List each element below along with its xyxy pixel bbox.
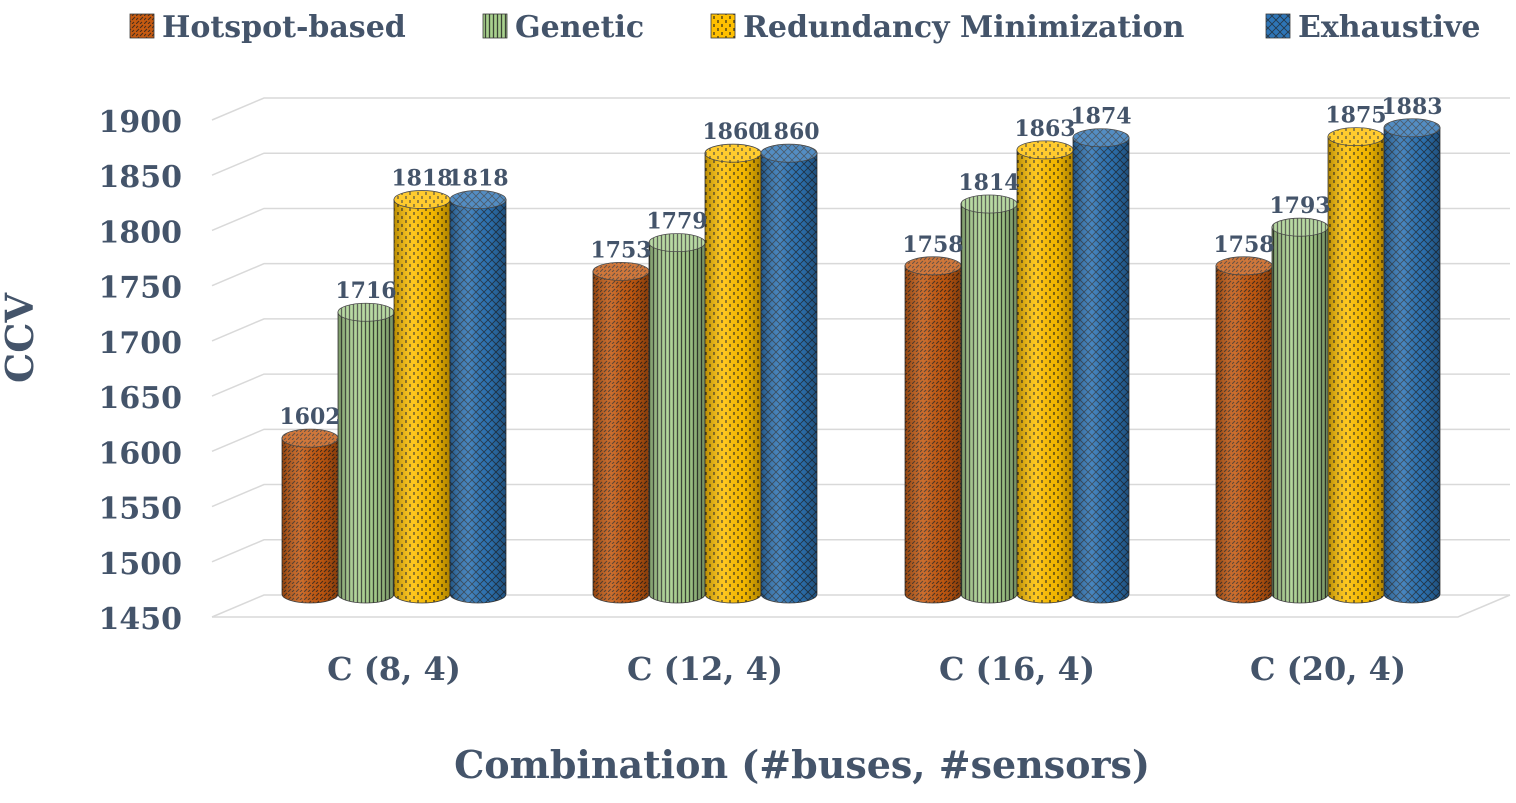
bar-redundancy-minimization-c-12-4	[704, 143, 762, 604]
y-axis-ticks: 1450 1500 1550 1600 1650 1700 1750 1800 1850 1900	[99, 105, 183, 637]
y-tick-label: 1850	[99, 160, 183, 195]
legend-label: Hotspot-based	[162, 10, 406, 45]
legend-item-exhaustive: Exhaustive	[1265, 10, 1480, 45]
legend-label: Exhaustive	[1298, 10, 1480, 45]
gridlines	[211, 97, 1511, 618]
legend-label: Redundancy Minimization	[743, 10, 1185, 45]
bar-hotspot-based-c-12-4	[592, 261, 650, 604]
bar-genetic-c-16-4	[960, 194, 1018, 604]
floor-edge	[212, 594, 1511, 618]
bar-genetic-c-8-4	[337, 302, 395, 604]
legend-item-redundancy-minimization: Redundancy Minimization	[710, 10, 1185, 45]
y-tick-label: 1550	[99, 492, 183, 527]
data-label: 1818	[447, 166, 508, 192]
y-tick-label: 1450	[99, 602, 183, 637]
bar-hotspot-based-c-8-4	[281, 428, 339, 604]
y-tick-label: 1900	[99, 105, 183, 140]
bar-exhaustive-c-12-4	[760, 143, 818, 604]
y-tick-label: 1500	[99, 547, 183, 582]
bar-exhaustive-c-8-4	[449, 190, 507, 604]
data-label: 1779	[646, 209, 707, 235]
x-category-label: C (8, 4)	[327, 650, 461, 688]
legend-item-hotspot-based: Hotspot-based	[129, 10, 406, 45]
data-label: 1863	[1014, 116, 1075, 142]
data-label: 1818	[391, 166, 452, 192]
bar-genetic-c-12-4	[648, 233, 706, 604]
data-label: 1814	[958, 170, 1019, 196]
bar-redundancy-minimization-c-16-4	[1016, 140, 1074, 604]
x-axis-title: Combination (#buses, #sensors)	[454, 742, 1150, 787]
x-category-label: C (12, 4)	[627, 650, 783, 688]
legend-swatch	[1265, 13, 1291, 39]
bar-hotspot-based-c-20-4	[1215, 256, 1273, 604]
data-label: 1753	[590, 237, 651, 263]
legend: Hotspot-based Genetic Redundancy Minimizat…	[129, 10, 1480, 45]
legend-swatch	[129, 13, 155, 39]
legend-label: Genetic	[515, 10, 644, 45]
y-tick-label: 1700	[99, 326, 183, 361]
data-label: 1883	[1381, 94, 1442, 120]
bar-genetic-c-20-4	[1271, 217, 1329, 604]
data-label: 1716	[335, 278, 396, 304]
data-label: 1875	[1325, 103, 1386, 129]
legend-item-genetic: Genetic	[482, 10, 644, 45]
bar-redundancy-minimization-c-20-4	[1327, 127, 1385, 604]
legend-swatch	[710, 13, 736, 39]
x-axis-categories: C (8, 4) C (12, 4) C (16, 4) C (20, 4)	[327, 650, 1406, 688]
y-tick-label: 1800	[99, 215, 183, 250]
y-axis-title: CCV	[0, 292, 42, 383]
gridline	[211, 97, 1510, 121]
bar-redundancy-minimization-c-8-4	[393, 190, 451, 604]
bars	[281, 118, 1441, 604]
x-category-label: C (16, 4)	[939, 650, 1095, 688]
data-label: 1758	[902, 232, 963, 258]
bar-hotspot-based-c-16-4	[904, 256, 962, 604]
data-label: 1860	[702, 119, 763, 145]
y-tick-label: 1650	[99, 381, 183, 416]
y-tick-label: 1600	[99, 436, 183, 471]
x-category-label: C (20, 4)	[1250, 650, 1406, 688]
data-label: 1793	[1269, 193, 1330, 219]
bar-exhaustive-c-20-4	[1383, 118, 1441, 604]
legend-swatch	[482, 13, 508, 39]
data-label: 1874	[1070, 104, 1131, 130]
data-label: 1602	[279, 404, 340, 430]
data-label: 1860	[758, 119, 819, 145]
bar-exhaustive-c-16-4	[1072, 128, 1130, 604]
y-tick-label: 1750	[99, 271, 183, 306]
data-label: 1758	[1213, 232, 1274, 258]
